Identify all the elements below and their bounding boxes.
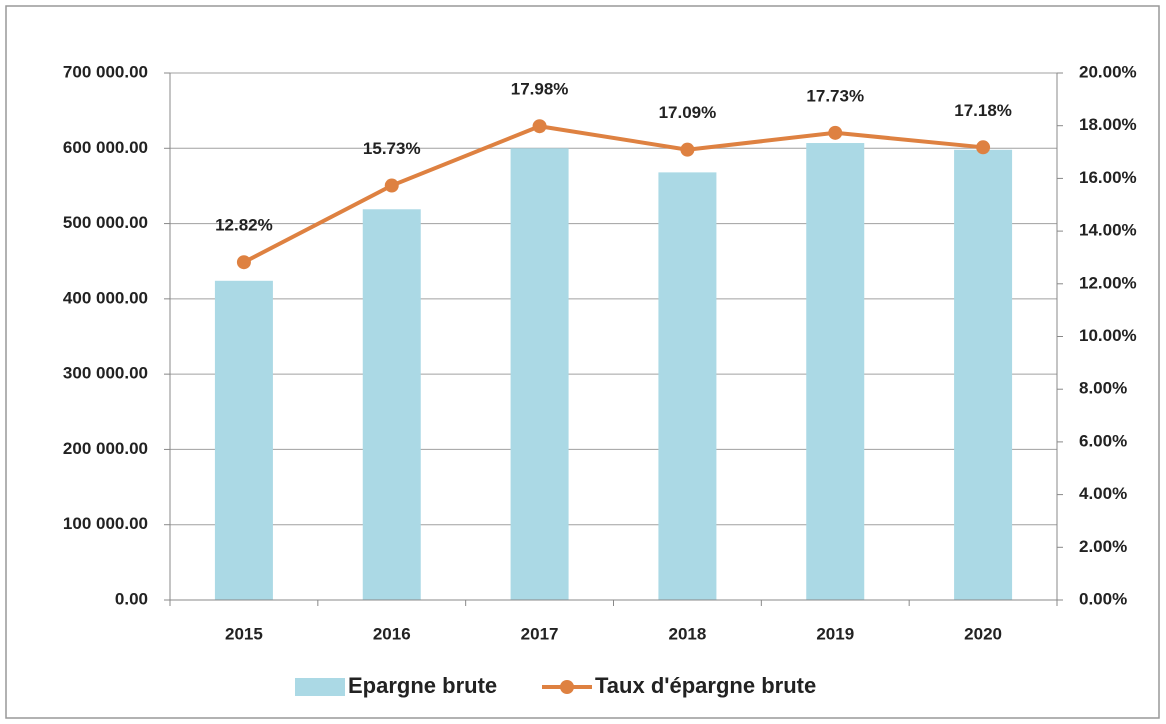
bar [362,209,421,600]
y2-tick-label: 18.00% [1079,115,1137,134]
y2-tick-label: 6.00% [1079,431,1127,450]
x-tick-label: 2016 [373,624,411,643]
bar [806,143,865,600]
line-marker [532,119,547,134]
y2-tick-label: 16.00% [1079,168,1137,187]
x-tick-label: 2019 [816,624,854,643]
legend-swatch [295,678,345,696]
y-tick-label: 600 000.00 [63,138,148,157]
data-label: 17.09% [659,103,717,122]
y2-tick-label: 10.00% [1079,326,1137,345]
y2-tick-label: 0.00% [1079,589,1127,608]
bar [214,280,273,600]
y2-tick-label: 4.00% [1079,484,1127,503]
legend-swatch [560,680,574,694]
line-marker [828,125,843,140]
x-tick-label: 2015 [225,624,263,643]
bar [954,149,1013,600]
line-marker [976,140,991,155]
bar [510,148,569,601]
x-tick-label: 2017 [521,624,559,643]
y2-tick-label: 20.00% [1079,62,1137,81]
y-tick-label: 400 000.00 [63,288,148,307]
y-tick-label: 500 000.00 [63,213,148,232]
bar [658,172,717,600]
y-tick-label: 300 000.00 [63,364,148,383]
data-label: 12.82% [215,216,273,235]
data-label: 17.73% [806,86,864,105]
line-marker [236,255,251,270]
line [242,124,984,264]
legend-label: Taux d'épargne brute [595,673,816,698]
y-tick-label: 700 000.00 [63,62,148,81]
y2-tick-label: 12.00% [1079,273,1137,292]
data-label: 17.18% [954,101,1012,120]
data-label: 15.73% [363,139,421,158]
x-tick-label: 2020 [964,624,1002,643]
y-tick-label: 0.00 [115,589,148,608]
x-tick-label: 2018 [669,624,707,643]
line-marker [384,178,399,193]
legend-label: Epargne brute [348,673,497,698]
data-label: 17.98% [511,80,569,99]
y-tick-label: 100 000.00 [63,514,148,533]
y-tick-label: 200 000.00 [63,439,148,458]
y2-tick-label: 14.00% [1079,221,1137,240]
y2-tick-label: 8.00% [1079,379,1127,398]
y2-tick-label: 2.00% [1079,537,1127,556]
line-marker [680,142,695,157]
